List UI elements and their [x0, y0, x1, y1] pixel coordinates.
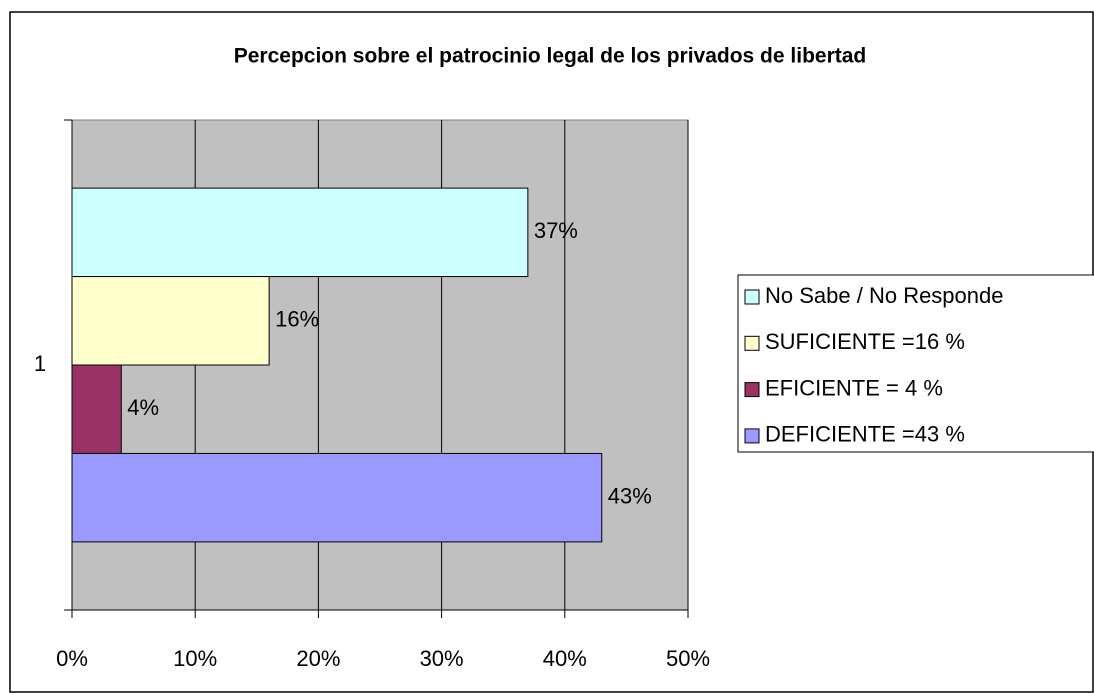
- data-label: 43%: [608, 483, 652, 508]
- legend-swatch: [744, 382, 760, 398]
- x-tick-label: 50%: [666, 646, 710, 671]
- bar: [71, 276, 270, 366]
- chart-title: Percepcion sobre el patrocinio legal de …: [234, 45, 867, 68]
- legend-swatch: [744, 335, 760, 351]
- legend-label: EFICIENTE = 4 %: [765, 375, 943, 400]
- y-tick-label: 1: [34, 351, 46, 376]
- bar: [71, 364, 122, 454]
- bar: [71, 187, 529, 278]
- x-tick-label: 0%: [56, 646, 88, 671]
- x-tick-label: 10%: [173, 646, 217, 671]
- legend-swatch: [744, 289, 760, 305]
- x-tick-label: 20%: [296, 646, 340, 671]
- data-label: 4%: [127, 395, 159, 420]
- legend-label: DEFICIENTE =43 %: [765, 422, 965, 447]
- legend-label: SUFICIENTE =16 %: [765, 329, 965, 354]
- legend-label: No Sabe / No Responde: [765, 283, 1004, 308]
- x-tick-label: 40%: [543, 646, 587, 671]
- data-label: 16%: [275, 307, 319, 332]
- legend: [737, 274, 1094, 453]
- bar: [71, 452, 603, 543]
- legend-swatch: [744, 428, 760, 444]
- x-tick-label: 30%: [420, 646, 464, 671]
- data-label: 37%: [534, 218, 578, 243]
